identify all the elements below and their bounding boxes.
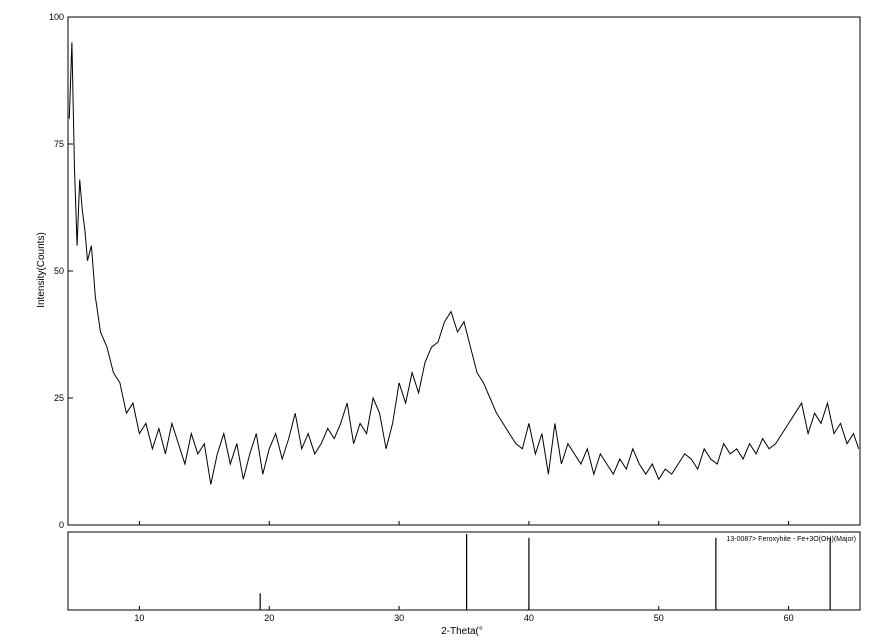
x-tick-label-40: 40 [524,613,534,623]
reference-peaks [259,534,831,610]
x-axis-label: 2-Theta(° [441,626,483,637]
main-plot-frame [67,16,861,526]
y-axis-ticks: 0 25 50 75 100 [49,12,73,530]
x-tick-label-10: 10 [134,613,144,623]
y-tick-label-25: 25 [54,393,64,403]
y-tick-label-100: 100 [49,12,64,22]
x-tick-label-30: 30 [394,613,404,623]
x-tick-label-60: 60 [784,613,794,623]
intensity-trace [68,42,860,485]
y-tick-label-75: 75 [54,139,64,149]
reference-label: 13-0087> Feroxyhite - Fe+3O(OH)(Major) [726,536,856,543]
reference-panel: 13-0087> Feroxyhite - Fe+3O(OH)(Major) 1… [67,521,861,637]
x-tick-label-20: 20 [264,613,274,623]
y-tick-label-50: 50 [54,266,64,276]
y-tick-label-0: 0 [59,520,64,530]
x-axis-ticks: 10 20 30 40 50 60 [134,521,794,623]
main-plot: 0 25 50 75 100 Intensity(Counts) [36,12,861,530]
y-axis-label: Intensity(Counts) [36,232,47,308]
x-tick-label-50: 50 [654,613,664,623]
reference-panel-frame [67,531,861,611]
